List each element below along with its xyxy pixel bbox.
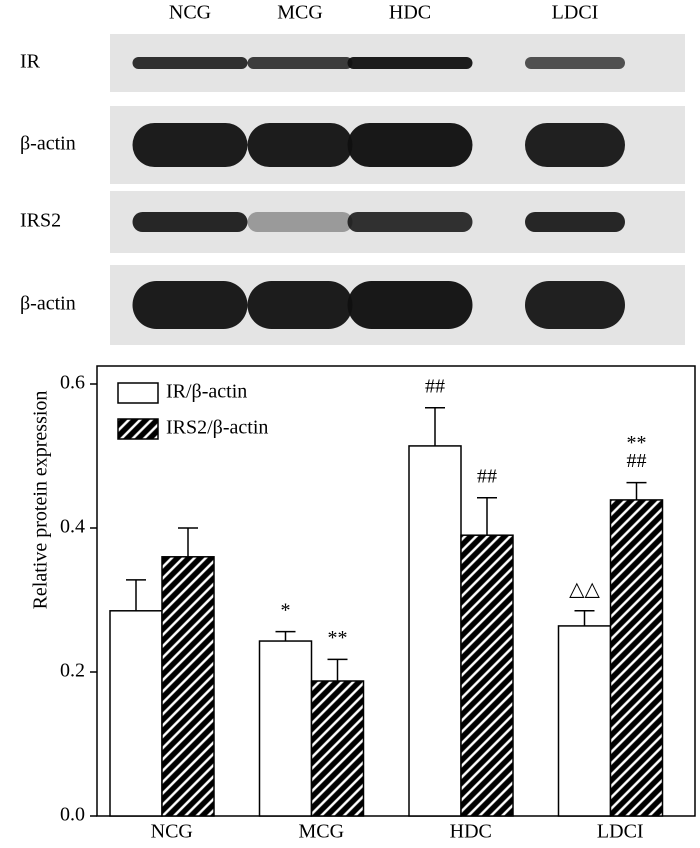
blot-band <box>247 281 353 329</box>
blot-band <box>132 281 248 329</box>
error-bar <box>178 527 198 557</box>
blot-band <box>347 212 473 232</box>
x-tick-label: MCG <box>298 821 344 843</box>
significance-mark: ## <box>477 465 497 487</box>
error-bar <box>626 481 647 500</box>
blot-band <box>347 57 473 69</box>
blot-band <box>132 123 248 167</box>
significance-mark: △△ <box>569 578 600 600</box>
x-tick-label: NCG <box>151 821 193 843</box>
legend-swatch <box>117 418 159 440</box>
lane-label: HDC <box>389 2 431 24</box>
blot-band <box>132 212 248 232</box>
bar <box>408 445 462 817</box>
error-bar <box>477 497 497 536</box>
blot-band <box>525 57 625 69</box>
bar <box>109 610 163 817</box>
blot-band <box>347 281 473 329</box>
error-bar <box>425 407 445 446</box>
blot-band <box>347 123 473 167</box>
y-tick-label: 0.0 <box>60 804 85 826</box>
lane-label: LDCI <box>552 2 599 24</box>
error-bar <box>126 579 146 611</box>
error-bar <box>275 630 296 642</box>
y-axis-label: Relative protein expression <box>30 391 52 610</box>
legend-swatch <box>117 382 159 404</box>
blot-band <box>247 57 353 69</box>
y-tick-label: 0.6 <box>60 372 85 394</box>
y-tick-label: 0.2 <box>60 660 85 682</box>
significance-mark: ** <box>627 432 647 454</box>
row-label: IRS2 <box>20 210 61 232</box>
significance-mark: ** <box>328 627 348 649</box>
significance-mark: ## <box>627 450 647 472</box>
row-label: IR <box>20 51 41 73</box>
blot-band <box>247 212 353 232</box>
lane-label: MCG <box>277 2 323 24</box>
significance-mark: * <box>281 599 291 621</box>
bar <box>310 680 365 817</box>
bar <box>557 625 612 817</box>
blot-band <box>525 212 625 232</box>
legend-label: IR/β-actin <box>166 381 247 403</box>
significance-mark: ## <box>425 375 445 397</box>
row-label: β-actin <box>20 133 76 155</box>
bar <box>161 556 215 817</box>
plot-frame <box>96 365 696 817</box>
lane-label: NCG <box>169 2 211 24</box>
blot-band <box>525 281 625 329</box>
x-tick-label: LDCI <box>597 821 644 843</box>
bar <box>258 640 313 817</box>
legend-label: IRS2/β-actin <box>166 417 268 439</box>
row-label: β-actin <box>20 293 76 315</box>
x-tick-label: HDC <box>450 821 492 843</box>
bar <box>460 534 514 817</box>
error-bar <box>327 658 348 681</box>
blot-band <box>525 123 625 167</box>
y-tick-label: 0.4 <box>60 516 85 538</box>
error-bar <box>574 610 595 626</box>
bar <box>609 499 664 817</box>
blot-band <box>247 123 353 167</box>
blot-band <box>132 57 248 69</box>
